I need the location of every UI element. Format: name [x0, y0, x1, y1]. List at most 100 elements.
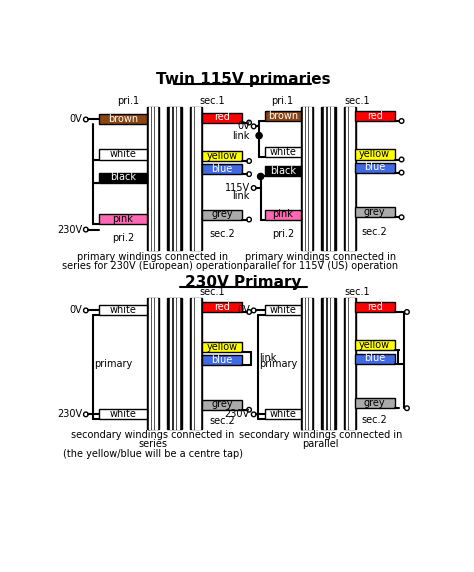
- Circle shape: [247, 217, 251, 222]
- Bar: [173, 107, 175, 249]
- Circle shape: [83, 227, 88, 232]
- Text: white: white: [109, 408, 136, 419]
- Text: sec.1: sec.1: [199, 96, 225, 106]
- Text: pri.1: pri.1: [117, 96, 139, 106]
- Bar: [355, 207, 395, 217]
- Text: blue: blue: [364, 353, 385, 363]
- Text: 0V: 0V: [69, 114, 82, 125]
- Bar: [199, 298, 200, 429]
- Bar: [152, 298, 154, 429]
- Text: blue: blue: [211, 355, 233, 365]
- Bar: [195, 298, 197, 429]
- Text: parallel for 115V (US) operation: parallel for 115V (US) operation: [243, 261, 398, 271]
- Circle shape: [257, 173, 264, 180]
- Bar: [355, 302, 395, 312]
- Text: pink: pink: [273, 209, 293, 219]
- Text: secondary windings connected in: secondary windings connected in: [239, 430, 402, 440]
- Bar: [155, 107, 156, 249]
- Bar: [265, 147, 301, 157]
- Text: grey: grey: [211, 209, 233, 219]
- Text: red: red: [214, 301, 230, 312]
- Text: link: link: [232, 130, 250, 141]
- Text: yellow: yellow: [359, 340, 390, 350]
- Bar: [265, 209, 301, 220]
- Bar: [99, 214, 146, 224]
- Bar: [346, 107, 347, 249]
- Text: sec.2: sec.2: [362, 415, 387, 425]
- Text: (the yellow/blue will be a centre tap): (the yellow/blue will be a centre tap): [63, 448, 243, 459]
- Circle shape: [399, 157, 404, 162]
- Bar: [355, 353, 395, 364]
- Text: brown: brown: [108, 114, 138, 124]
- Text: red: red: [367, 110, 383, 121]
- Bar: [202, 164, 242, 174]
- Text: 0V: 0V: [69, 305, 82, 315]
- Circle shape: [399, 170, 404, 175]
- Text: 0V: 0V: [237, 121, 250, 132]
- Bar: [355, 111, 395, 121]
- Bar: [149, 107, 150, 249]
- Text: grey: grey: [364, 207, 385, 217]
- Circle shape: [399, 215, 404, 220]
- Text: link: link: [259, 353, 276, 363]
- Bar: [265, 166, 301, 176]
- Text: yellow: yellow: [207, 341, 237, 352]
- Bar: [155, 298, 156, 429]
- Circle shape: [251, 308, 256, 313]
- Bar: [265, 409, 301, 419]
- Bar: [99, 173, 146, 182]
- Bar: [324, 107, 325, 249]
- Bar: [321, 107, 336, 249]
- Text: primary windings connected in: primary windings connected in: [245, 252, 396, 263]
- Circle shape: [247, 120, 251, 125]
- Text: 230V: 230V: [57, 410, 82, 419]
- Circle shape: [405, 309, 409, 314]
- Text: brown: brown: [268, 110, 298, 121]
- Bar: [265, 111, 301, 121]
- Circle shape: [83, 117, 88, 122]
- Bar: [170, 107, 171, 249]
- Bar: [301, 298, 313, 429]
- Circle shape: [83, 308, 88, 313]
- Bar: [306, 298, 308, 429]
- Text: yellow: yellow: [359, 149, 390, 159]
- Bar: [202, 113, 242, 122]
- Bar: [202, 209, 242, 220]
- Bar: [99, 305, 146, 315]
- Bar: [192, 107, 193, 249]
- Text: 230V: 230V: [57, 225, 82, 235]
- Circle shape: [251, 124, 256, 129]
- Bar: [331, 107, 333, 249]
- Text: yellow: yellow: [207, 150, 237, 161]
- Bar: [190, 107, 202, 249]
- Bar: [202, 302, 242, 312]
- Bar: [170, 298, 171, 429]
- Text: sec.2: sec.2: [209, 229, 235, 239]
- Text: 230V: 230V: [225, 410, 250, 419]
- Bar: [173, 298, 175, 429]
- Bar: [328, 107, 329, 249]
- Text: pri.2: pri.2: [112, 233, 134, 243]
- Circle shape: [247, 158, 251, 164]
- Circle shape: [83, 412, 88, 416]
- Bar: [301, 107, 313, 249]
- Bar: [355, 340, 395, 351]
- Bar: [202, 151, 242, 161]
- Text: 0V: 0V: [237, 305, 250, 315]
- Text: white: white: [270, 305, 296, 315]
- Bar: [192, 298, 193, 429]
- Bar: [344, 107, 356, 249]
- Text: white: white: [109, 149, 136, 159]
- Bar: [199, 107, 200, 249]
- Text: series: series: [138, 439, 167, 450]
- Text: red: red: [214, 112, 230, 122]
- Bar: [344, 298, 356, 429]
- Bar: [167, 298, 182, 429]
- Text: link: link: [232, 192, 250, 201]
- Bar: [349, 107, 351, 249]
- Circle shape: [256, 133, 262, 138]
- Text: blue: blue: [211, 164, 233, 174]
- Bar: [202, 355, 242, 365]
- Bar: [146, 107, 159, 249]
- Bar: [352, 298, 354, 429]
